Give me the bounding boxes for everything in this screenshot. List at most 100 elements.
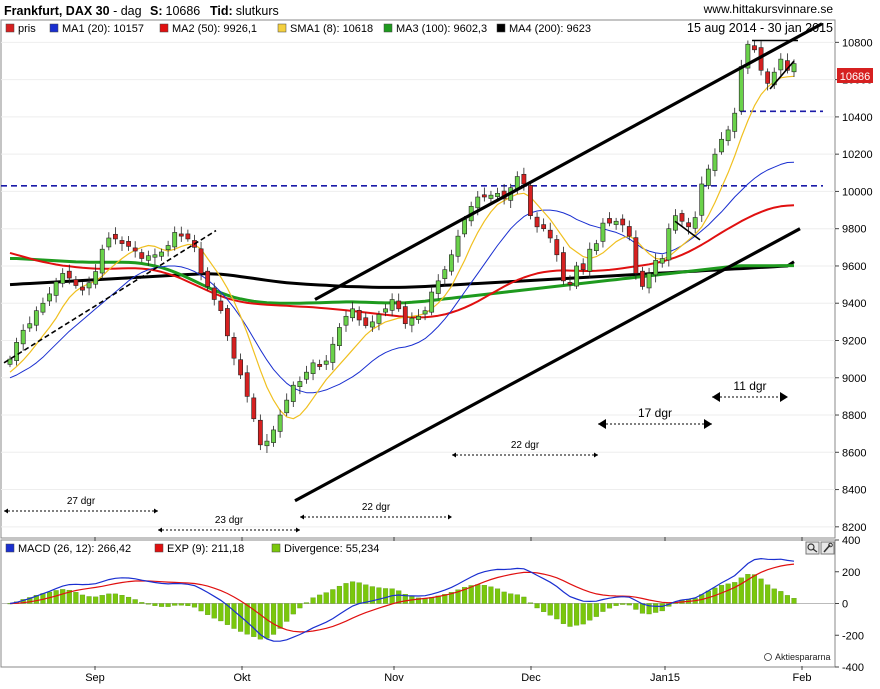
legend-label: MA2 (50): 9926,1 <box>172 23 257 35</box>
candle-body <box>350 308 355 319</box>
divergence-bar <box>251 603 257 637</box>
y-tick-label: 9800 <box>842 224 866 236</box>
wrench-icon <box>823 542 833 553</box>
candle-body <box>495 192 500 197</box>
main-panel <box>0 19 836 539</box>
candle-body <box>323 360 329 365</box>
divergence-bar <box>198 603 204 612</box>
candle-body <box>653 260 659 276</box>
candle <box>640 266 645 290</box>
divergence-bar <box>402 594 408 604</box>
candle <box>587 242 593 279</box>
divergence-bar <box>745 574 751 604</box>
candle-body <box>574 265 579 287</box>
divergence-bar <box>620 603 626 605</box>
candle <box>317 359 323 371</box>
divergence-bar <box>396 590 402 604</box>
cycle-label: 27 dgr <box>67 496 96 507</box>
divergence-bar <box>185 603 191 606</box>
candle-body <box>429 291 435 313</box>
divergence-bar <box>165 603 171 607</box>
divergence-bar <box>106 593 112 604</box>
candle-body <box>106 237 112 248</box>
y-tick-label: 8400 <box>842 485 866 497</box>
candle <box>725 125 731 146</box>
divergence-bar <box>494 588 501 604</box>
candle <box>277 409 283 438</box>
candle <box>745 40 751 75</box>
candle-body <box>132 247 138 252</box>
divergence-bar <box>718 585 725 604</box>
candle-body <box>376 314 382 324</box>
candle-body <box>159 251 164 257</box>
divergence-bar <box>751 574 758 604</box>
divergence-bar <box>336 585 342 604</box>
candle-body <box>185 233 191 240</box>
candle <box>264 434 270 454</box>
candle <box>442 265 448 286</box>
divergence-bar <box>244 603 250 635</box>
y-tick-label: 9400 <box>842 298 866 310</box>
macd-legend-label: EXP (9): 211,18 <box>167 543 244 555</box>
divergence-bar <box>462 587 468 604</box>
y-tick-label: 8200 <box>842 522 866 534</box>
time-axis: Sep Okt Nov Dec Jan15 Feb <box>85 537 811 684</box>
candle <box>218 294 224 314</box>
arrow-head <box>4 508 8 514</box>
candle-body <box>139 252 145 259</box>
macd-legend: MACD (26, 12): 266,42 EXP (9): 211,18 Dive… <box>5 543 379 555</box>
legend-swatch <box>49 23 59 33</box>
lower-channel-line <box>294 227 801 503</box>
candle-body <box>521 173 527 185</box>
x-tick-label: Nov <box>384 672 404 684</box>
candle-body <box>40 302 46 313</box>
source-logo: Aktiespararna <box>764 652 831 662</box>
candle-body <box>231 337 237 359</box>
candle-body <box>99 248 105 274</box>
zoom-button[interactable] <box>805 541 820 555</box>
divergence-bar <box>567 603 573 627</box>
settings-button[interactable] <box>820 541 835 555</box>
divergence-bar <box>284 603 290 622</box>
y-tick-label: 10200 <box>842 149 873 161</box>
candle <box>343 310 349 332</box>
candle <box>290 381 296 408</box>
legend: pris MA1 (20): 10157 MA2 (50): 9926,1 SMA1 … <box>5 23 591 35</box>
legend-swatch <box>5 23 15 33</box>
candle-body <box>73 279 79 286</box>
candle <box>402 302 408 329</box>
price-badge: 10686 <box>837 68 873 83</box>
divergence-bar <box>725 583 731 604</box>
candle <box>435 274 441 299</box>
divergence-bar <box>613 603 619 606</box>
candle-body <box>363 317 369 326</box>
divergence-bar <box>350 581 356 604</box>
candle-body <box>778 58 784 71</box>
candle <box>33 306 39 332</box>
candle <box>20 324 26 351</box>
candle-body <box>47 293 52 302</box>
candle <box>659 254 665 268</box>
y-tick-label: 8800 <box>842 410 866 422</box>
divergence-bar <box>784 595 790 604</box>
arrow-head <box>154 508 158 514</box>
candle <box>541 218 547 232</box>
arrow-head <box>300 514 304 520</box>
magnifier-icon <box>807 543 818 553</box>
arrow-head <box>452 452 456 458</box>
divergence-bar <box>508 593 514 604</box>
macd-legend-label: Divergence: 55,234 <box>284 543 379 555</box>
candle <box>27 316 33 332</box>
series-line-exp <box>9 563 795 633</box>
candle-body <box>20 329 26 345</box>
candle-body <box>745 43 751 69</box>
website-label: www.hittakursvinnare.se <box>703 2 834 16</box>
candle <box>561 246 566 285</box>
divergence-bar <box>178 603 184 606</box>
candle <box>692 211 698 233</box>
candle-body <box>86 282 92 289</box>
candle-body <box>442 269 448 279</box>
candle <box>613 217 619 230</box>
legend-label: pris <box>18 23 36 35</box>
candle <box>238 353 243 380</box>
